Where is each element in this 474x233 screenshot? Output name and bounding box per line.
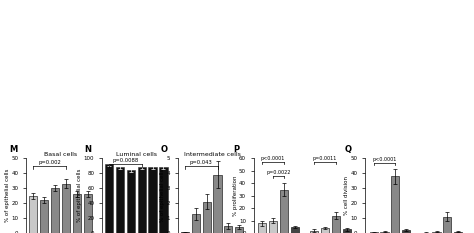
Bar — [391, 176, 400, 233]
Bar — [83, 194, 91, 233]
Bar — [51, 188, 59, 233]
Bar — [181, 232, 189, 233]
Y-axis label: % cell division: % cell division — [344, 176, 349, 215]
Bar — [159, 167, 167, 233]
Text: Q: Q — [345, 145, 352, 154]
Title: Luminal cells: Luminal cells — [116, 152, 157, 157]
Bar — [192, 214, 200, 233]
Text: M: M — [9, 145, 17, 154]
Bar — [381, 232, 389, 233]
Title: Basal cells: Basal cells — [44, 152, 77, 157]
Bar — [291, 227, 299, 233]
Bar — [235, 227, 243, 233]
Text: p=0.0088: p=0.0088 — [112, 158, 138, 163]
Text: p=0.0022: p=0.0022 — [266, 170, 291, 175]
Bar — [127, 170, 135, 233]
Text: P: P — [233, 145, 239, 154]
Bar — [73, 194, 81, 233]
Bar — [105, 164, 113, 233]
Bar — [443, 217, 451, 233]
Y-axis label: % proliferation: % proliferation — [233, 175, 237, 216]
Bar — [116, 167, 124, 233]
Bar — [343, 229, 351, 233]
Bar — [62, 184, 70, 233]
Bar — [321, 228, 329, 233]
Text: O: O — [161, 145, 168, 154]
Text: N: N — [85, 145, 92, 154]
Bar — [137, 167, 146, 233]
Bar — [202, 202, 211, 233]
Y-axis label: % of epithelial cells: % of epithelial cells — [5, 169, 10, 223]
Bar — [40, 200, 48, 233]
Bar — [370, 232, 378, 233]
Text: p<0.0001: p<0.0001 — [372, 157, 397, 162]
Text: p<0.0001: p<0.0001 — [261, 156, 285, 161]
Bar — [310, 230, 319, 233]
Bar — [224, 226, 232, 233]
Text: p=0.043: p=0.043 — [190, 160, 213, 165]
Text: p=0.0011: p=0.0011 — [313, 156, 337, 161]
Title: Intermediate cells: Intermediate cells — [184, 152, 240, 157]
Bar — [402, 230, 410, 233]
Bar — [280, 189, 288, 233]
Bar — [213, 175, 222, 233]
Text: p=0.002: p=0.002 — [38, 160, 61, 165]
Y-axis label: % of epithelial cells: % of epithelial cells — [160, 169, 165, 223]
Bar — [269, 221, 277, 233]
Bar — [258, 223, 266, 233]
Bar — [432, 232, 441, 233]
Bar — [29, 196, 37, 233]
Bar — [454, 232, 462, 233]
Bar — [332, 216, 340, 233]
Y-axis label: % of epithelial cells: % of epithelial cells — [77, 169, 82, 223]
Bar — [148, 167, 156, 233]
